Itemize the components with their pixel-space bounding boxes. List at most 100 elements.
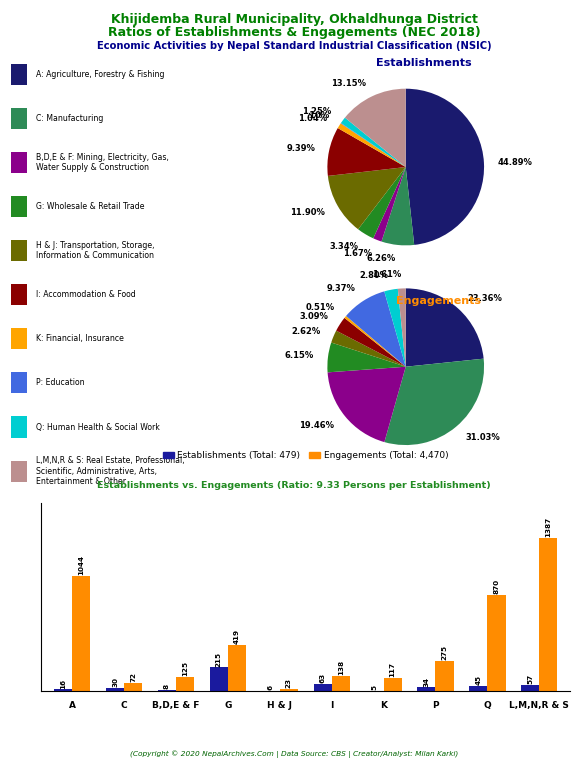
Text: 6: 6 (268, 684, 274, 690)
Text: 13.15%: 13.15% (331, 79, 366, 88)
Bar (158, 690, 176, 691)
Bar (72, 576, 91, 691)
Text: 125: 125 (182, 661, 188, 677)
Text: B,D,E & F: Mining, Electricity, Gas,
Water Supply & Construction: B,D,E & F: Mining, Electricity, Gas, Wat… (36, 153, 169, 172)
Text: 11.90%: 11.90% (290, 208, 325, 217)
Text: 34: 34 (423, 677, 429, 687)
Bar (332, 676, 350, 691)
Text: 1.25%: 1.25% (302, 108, 332, 116)
Text: H & J: Transportation, Storage,
Information & Communication: H & J: Transportation, Storage, Informat… (36, 241, 155, 260)
Wedge shape (328, 128, 406, 176)
Text: 1.04%: 1.04% (298, 114, 327, 123)
Text: (Copyright © 2020 NepalArchives.Com | Data Source: CBS | Creator/Analyst: Milan : (Copyright © 2020 NepalArchives.Com | Da… (130, 750, 458, 758)
Text: .10%: .10% (306, 111, 329, 120)
Bar (11, 108, 27, 129)
Text: 63: 63 (320, 674, 326, 684)
Bar (11, 152, 27, 173)
Text: 9.39%: 9.39% (286, 144, 315, 153)
Text: 0.51%: 0.51% (305, 303, 335, 313)
Text: L,M,N,R & S: Real Estate, Professional,
Scientific, Administrative, Arts,
Entert: L,M,N,R & S: Real Estate, Professional, … (36, 456, 185, 486)
Bar (124, 684, 142, 691)
Wedge shape (338, 124, 406, 167)
Text: 23.36%: 23.36% (467, 293, 503, 303)
Wedge shape (328, 367, 406, 442)
Bar (11, 240, 27, 261)
Text: 1044: 1044 (78, 554, 84, 574)
Wedge shape (382, 167, 414, 245)
Wedge shape (341, 118, 406, 167)
Text: 23: 23 (286, 678, 292, 688)
Bar (228, 645, 246, 691)
Text: 2.80%: 2.80% (359, 271, 388, 280)
Bar (176, 677, 194, 691)
Text: Engagements: Engagements (396, 296, 480, 306)
Text: 45: 45 (475, 675, 481, 685)
Wedge shape (385, 289, 406, 367)
Text: 117: 117 (390, 662, 396, 677)
Bar (11, 64, 27, 84)
Bar (11, 284, 27, 305)
Text: 30: 30 (112, 677, 118, 687)
Text: 275: 275 (442, 645, 447, 660)
Wedge shape (328, 343, 406, 372)
Text: 1.67%: 1.67% (343, 249, 372, 258)
Bar (436, 660, 453, 691)
Text: 6.26%: 6.26% (367, 254, 396, 263)
Wedge shape (358, 167, 406, 238)
Text: 16: 16 (60, 678, 66, 689)
Text: I: Accommodation & Food: I: Accommodation & Food (36, 290, 136, 300)
Bar (469, 687, 487, 691)
Text: 1387: 1387 (545, 517, 552, 537)
Wedge shape (373, 167, 406, 241)
Wedge shape (328, 167, 406, 230)
Bar (106, 688, 124, 691)
Wedge shape (345, 88, 406, 167)
Bar (539, 538, 557, 691)
Text: 8: 8 (164, 684, 170, 690)
Bar (417, 687, 436, 691)
Text: 870: 870 (493, 579, 499, 594)
Bar (521, 685, 539, 691)
Bar (313, 684, 332, 691)
Text: 9.37%: 9.37% (327, 284, 356, 293)
Bar (11, 328, 27, 349)
Wedge shape (406, 88, 484, 245)
Bar (280, 689, 298, 691)
Text: 419: 419 (234, 629, 240, 644)
Bar (383, 678, 402, 691)
Text: 44.89%: 44.89% (498, 157, 533, 167)
Wedge shape (336, 318, 406, 367)
Text: 1.61%: 1.61% (372, 270, 401, 279)
Wedge shape (406, 288, 484, 367)
Bar (54, 690, 72, 691)
Text: A: Agriculture, Forestry & Fishing: A: Agriculture, Forestry & Fishing (36, 70, 165, 78)
Text: 215: 215 (216, 651, 222, 667)
Text: 72: 72 (131, 672, 136, 682)
Wedge shape (346, 291, 406, 367)
Text: Economic Activities by Nepal Standard Industrial Classification (NSIC): Economic Activities by Nepal Standard In… (96, 41, 492, 51)
Text: G: Wholesale & Retail Trade: G: Wholesale & Retail Trade (36, 202, 145, 211)
Text: Khijidemba Rural Municipality, Okhaldhunga District: Khijidemba Rural Municipality, Okhaldhun… (111, 13, 477, 25)
Legend: Establishments (Total: 479), Engagements (Total: 4,470): Establishments (Total: 479), Engagements… (159, 447, 452, 464)
Text: 6.15%: 6.15% (285, 351, 314, 360)
Wedge shape (331, 331, 406, 367)
Bar (11, 372, 27, 393)
Text: 57: 57 (527, 674, 533, 684)
Bar (11, 416, 27, 438)
Text: 31.03%: 31.03% (465, 433, 500, 442)
Text: 19.46%: 19.46% (299, 421, 334, 429)
Text: 3.09%: 3.09% (299, 312, 328, 321)
Wedge shape (340, 123, 406, 167)
Bar (11, 196, 27, 217)
Text: 5: 5 (372, 684, 377, 690)
Bar (487, 595, 506, 691)
Bar (210, 667, 228, 691)
Text: C: Manufacturing: C: Manufacturing (36, 114, 104, 123)
Text: 138: 138 (338, 660, 344, 675)
Text: K: Financial, Insurance: K: Financial, Insurance (36, 334, 124, 343)
Text: 3.34%: 3.34% (329, 242, 358, 251)
Text: P: Education: P: Education (36, 379, 85, 387)
Text: Ratios of Establishments & Engagements (NEC 2018): Ratios of Establishments & Engagements (… (108, 26, 480, 38)
Wedge shape (345, 316, 406, 367)
Text: 2.62%: 2.62% (291, 326, 320, 336)
